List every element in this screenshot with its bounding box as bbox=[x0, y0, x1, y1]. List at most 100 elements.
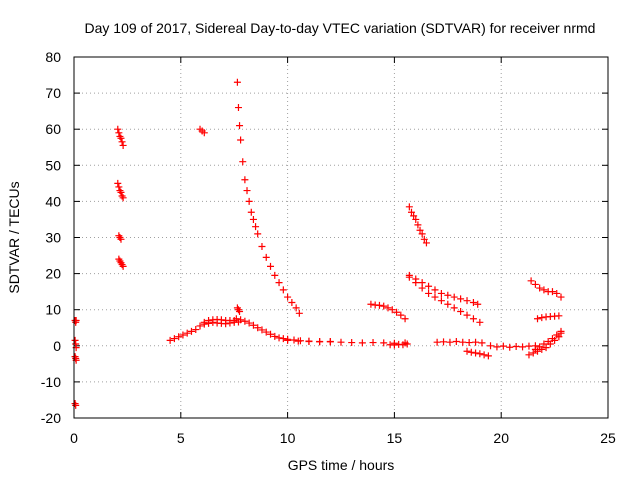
data-point bbox=[493, 343, 501, 351]
series-arc2h-d bbox=[115, 255, 127, 270]
data-point bbox=[540, 286, 548, 294]
data-point bbox=[480, 351, 488, 359]
series-arc-21.4-22.8h-a bbox=[527, 277, 565, 301]
data-point bbox=[245, 197, 253, 205]
series-low-7.6-12h bbox=[232, 315, 334, 346]
data-point bbox=[267, 330, 275, 338]
data-point bbox=[267, 262, 275, 270]
data-point bbox=[450, 304, 458, 312]
series-low-4.5-7.5h bbox=[166, 315, 238, 344]
data-point bbox=[420, 235, 428, 243]
data-point bbox=[292, 304, 300, 312]
series-arc2h-c bbox=[115, 232, 125, 243]
data-point bbox=[431, 286, 439, 294]
data-point bbox=[440, 338, 448, 346]
data-point bbox=[179, 331, 187, 339]
chart-title: Day 109 of 2017, Sidereal Day-to-day VTE… bbox=[85, 20, 596, 36]
data-point bbox=[170, 335, 178, 343]
data-point bbox=[115, 183, 123, 191]
data-point bbox=[484, 352, 492, 360]
data-point bbox=[252, 223, 260, 231]
data-point bbox=[258, 243, 266, 251]
data-point bbox=[469, 315, 477, 323]
data-point bbox=[399, 341, 407, 349]
data-point bbox=[467, 348, 475, 356]
data-point bbox=[463, 347, 471, 355]
x-tick-label: 25 bbox=[600, 430, 616, 446]
data-point bbox=[407, 208, 415, 216]
x-axis-tick-labels: 0 5 10 15 20 25 bbox=[70, 430, 616, 446]
data-point bbox=[450, 293, 458, 301]
series-flat-17-19h bbox=[433, 337, 486, 347]
data-point bbox=[192, 326, 200, 334]
data-point bbox=[469, 298, 477, 306]
data-point bbox=[557, 327, 565, 335]
data-point bbox=[536, 343, 544, 351]
data-point bbox=[222, 320, 230, 328]
data-point bbox=[114, 125, 122, 133]
data-point bbox=[205, 319, 213, 327]
data-point bbox=[234, 306, 242, 314]
data-point bbox=[245, 319, 253, 327]
data-point bbox=[262, 328, 270, 336]
data-point bbox=[305, 337, 313, 345]
series-t0-c bbox=[71, 353, 80, 364]
data-point bbox=[326, 337, 334, 345]
data-point bbox=[284, 336, 292, 344]
data-point bbox=[457, 295, 465, 303]
data-point bbox=[405, 203, 413, 211]
y-tick-label: 20 bbox=[45, 266, 61, 282]
data-point bbox=[237, 136, 245, 144]
data-point bbox=[187, 327, 195, 335]
data-point bbox=[294, 337, 302, 345]
data-point bbox=[234, 104, 242, 112]
data-point bbox=[414, 221, 422, 229]
data-point bbox=[444, 291, 452, 299]
y-tick-label: -20 bbox=[41, 410, 61, 426]
data-point bbox=[405, 273, 413, 281]
data-point bbox=[166, 336, 174, 344]
data-point bbox=[279, 335, 287, 343]
y-axis-tick-labels: -20 -10 0 10 20 30 40 50 60 70 80 bbox=[41, 49, 61, 426]
data-point bbox=[529, 349, 537, 357]
data-point bbox=[254, 324, 262, 332]
data-point bbox=[288, 298, 296, 306]
series-t0-d bbox=[71, 400, 80, 409]
series-flat-10-15.5h bbox=[284, 336, 409, 347]
y-tick-label: 50 bbox=[45, 157, 61, 173]
data-point bbox=[337, 338, 345, 346]
data-point bbox=[262, 253, 270, 261]
data-point bbox=[463, 311, 471, 319]
data-point bbox=[412, 279, 420, 287]
data-points bbox=[71, 78, 565, 409]
y-tick-label: 60 bbox=[45, 121, 61, 137]
data-point bbox=[196, 322, 204, 330]
series-arc-14-15.5h bbox=[367, 300, 409, 323]
data-point bbox=[232, 315, 240, 323]
data-point bbox=[116, 234, 124, 241]
data-point bbox=[465, 339, 473, 347]
series-t0-a bbox=[71, 317, 80, 326]
data-point bbox=[446, 338, 454, 346]
data-point bbox=[425, 282, 433, 290]
data-point bbox=[410, 212, 418, 220]
data-point bbox=[275, 279, 283, 287]
data-point bbox=[241, 317, 249, 325]
data-point bbox=[478, 339, 486, 347]
data-point bbox=[239, 158, 247, 166]
data-point bbox=[118, 138, 126, 146]
data-point bbox=[463, 297, 471, 305]
x-tick-label: 10 bbox=[280, 430, 296, 446]
data-point bbox=[271, 271, 279, 279]
data-point bbox=[437, 297, 445, 305]
data-point bbox=[393, 308, 401, 316]
data-point bbox=[519, 343, 527, 351]
data-point bbox=[249, 215, 257, 223]
data-point bbox=[358, 339, 366, 347]
data-point bbox=[531, 345, 539, 353]
data-point bbox=[380, 302, 388, 310]
data-point bbox=[117, 134, 125, 142]
data-point bbox=[416, 226, 424, 234]
data-point bbox=[290, 336, 298, 344]
data-point bbox=[284, 293, 292, 301]
